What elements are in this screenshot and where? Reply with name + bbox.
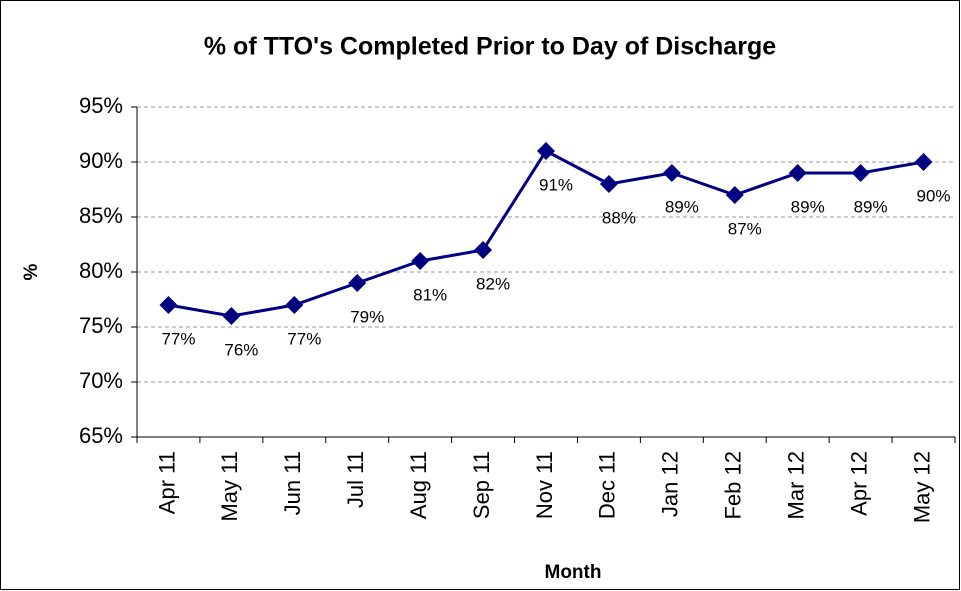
x-tick-label: Dec 11 [595, 451, 620, 519]
data-label: 77% [287, 329, 321, 348]
data-point [159, 296, 178, 314]
y-tick-label: 90% [79, 148, 123, 173]
x-axis-title: Month [545, 562, 602, 583]
data-label: 89% [665, 197, 699, 216]
x-tick-label: Jun 11 [280, 451, 305, 515]
x-tick-label: May 12 [909, 451, 934, 523]
data-point [222, 307, 241, 325]
data-label: 87% [728, 219, 762, 238]
data-point [348, 274, 367, 292]
data-label: 88% [602, 208, 636, 227]
x-tick-label: Feb 12 [721, 451, 746, 520]
x-tick-label: Mar 12 [784, 451, 809, 519]
data-point [914, 153, 933, 171]
x-tick-label: Sep 11 [469, 451, 494, 519]
y-tick-label: 95% [79, 93, 123, 118]
x-tick-label: Apr 11 [154, 451, 179, 514]
y-tick-label: 65% [79, 423, 123, 448]
x-tick-label: May 11 [217, 451, 242, 522]
x-tick-label: Nov 11 [532, 451, 557, 519]
data-label: 89% [854, 197, 888, 216]
data-label: 77% [161, 329, 195, 348]
data-point [788, 164, 807, 182]
data-label: 82% [476, 274, 510, 293]
data-point [725, 186, 744, 204]
data-label: 90% [917, 186, 951, 205]
data-point [474, 241, 493, 259]
y-tick-label: 70% [79, 368, 123, 393]
data-point [599, 175, 618, 193]
data-label: 76% [224, 340, 258, 359]
data-label: 89% [791, 197, 825, 216]
data-point [411, 252, 430, 270]
data-point [662, 164, 681, 182]
data-point [285, 296, 304, 314]
data-label: 91% [539, 175, 573, 194]
y-tick-label: 75% [79, 313, 123, 338]
x-tick-label: Aug 11 [406, 451, 431, 519]
data-point [851, 164, 870, 182]
data-label: 79% [350, 307, 384, 326]
x-tick-label: Jul 11 [343, 451, 368, 508]
x-tick-label: Apr 12 [846, 451, 871, 516]
y-tick-label: 85% [79, 203, 123, 228]
data-label: 81% [413, 285, 447, 304]
y-axis-title: % [21, 263, 42, 280]
y-tick-label: 80% [79, 258, 123, 283]
chart-title: % of TTO's Completed Prior to Day of Dis… [204, 33, 776, 61]
x-tick-label: Jan 12 [658, 451, 683, 517]
data-point [537, 142, 555, 160]
